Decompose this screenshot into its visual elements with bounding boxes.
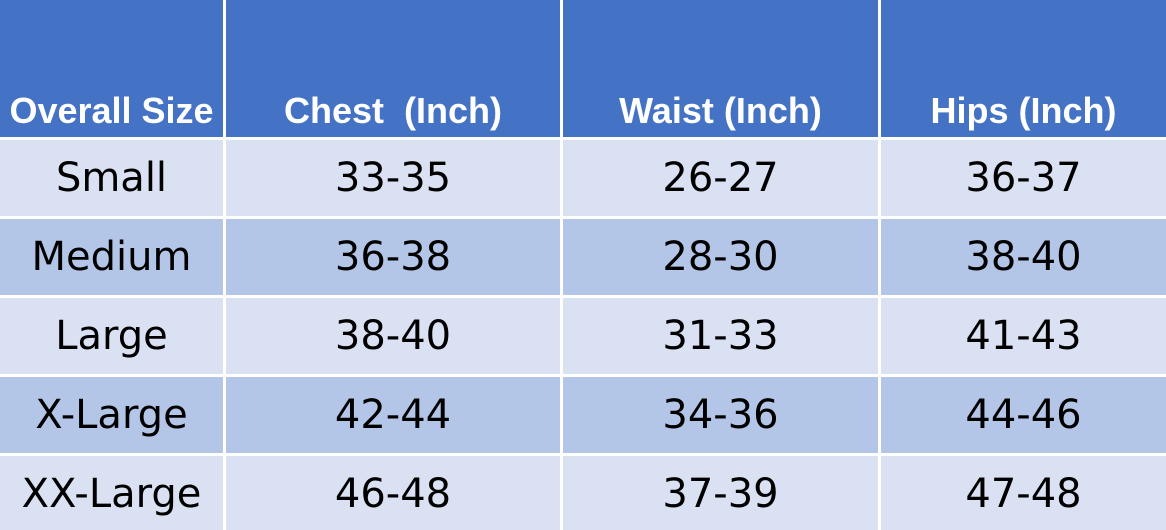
measure-cell: 38-40 xyxy=(881,219,1166,295)
measure-cell: 33-35 xyxy=(226,140,560,216)
header-cell: Hips (Inch) xyxy=(881,0,1166,137)
measure-cell: 31-33 xyxy=(563,298,878,374)
size-label: XX-Large xyxy=(0,456,223,530)
measure-cell: 44-46 xyxy=(881,377,1166,453)
measure-cell: 36-37 xyxy=(881,140,1166,216)
header-cell: Overall Size xyxy=(0,0,223,137)
header-cell: Waist (Inch) xyxy=(563,0,878,137)
size-label: Medium xyxy=(0,219,223,295)
measure-cell: 28-30 xyxy=(563,219,878,295)
size-label: Large xyxy=(0,298,223,374)
measure-cell: 46-48 xyxy=(226,456,560,530)
measure-cell: 47-48 xyxy=(881,456,1166,530)
measure-cell: 34-36 xyxy=(563,377,878,453)
header-cell: Chest (Inch) xyxy=(226,0,560,137)
size-label: Small xyxy=(0,140,223,216)
measure-cell: 38-40 xyxy=(226,298,560,374)
measure-cell: 37-39 xyxy=(563,456,878,530)
measure-cell: 41-43 xyxy=(881,298,1166,374)
size-label: X-Large xyxy=(0,377,223,453)
measure-cell: 42-44 xyxy=(226,377,560,453)
measure-cell: 36-38 xyxy=(226,219,560,295)
measure-cell: 26-27 xyxy=(563,140,878,216)
